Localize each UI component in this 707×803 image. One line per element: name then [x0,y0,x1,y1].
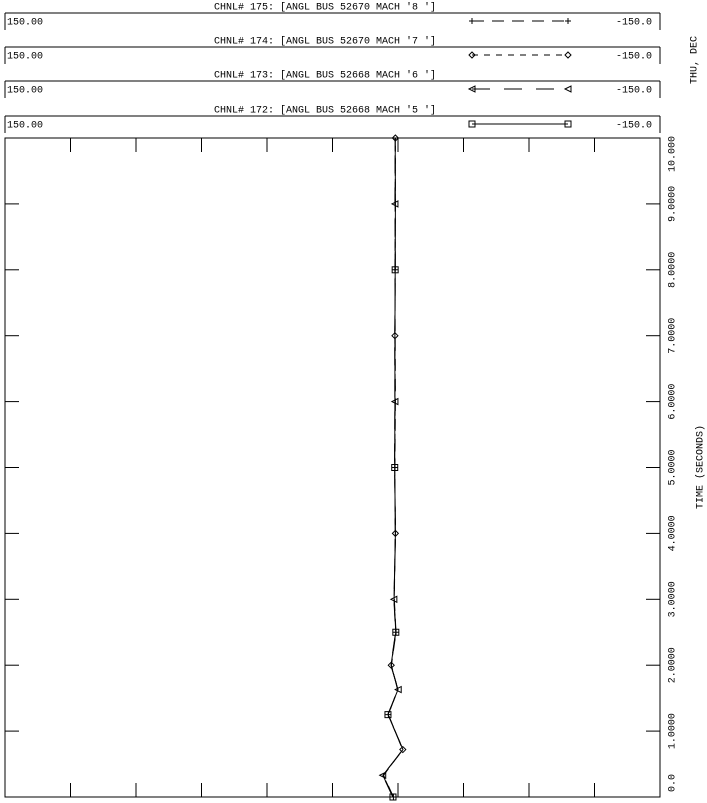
x-tick-label: 9.0000 [668,186,679,222]
legend-marker [468,51,476,59]
series-marker [399,745,407,754]
y-tick-label: -150.0 [616,52,652,63]
y-tick-label: 150.00 [7,18,43,29]
y-tick-label: -150.0 [616,121,652,132]
y-tick-label: 150.00 [7,121,43,132]
legend-marker [469,18,475,24]
series-marker [391,464,399,471]
x-axis-label: TIME (SECONDS) [695,425,707,509]
channel-name: CHNL# 175: [ANGL BUS 52670 MACH '8 '] [214,2,436,14]
series-line [382,137,404,798]
legend-marker [468,120,476,128]
series-marker [392,628,400,636]
y-tick-label: -150.0 [616,86,652,97]
legend-marker [565,18,571,24]
x-tick-label: 2.0000 [668,647,679,683]
series-marker [391,266,399,274]
y-tick-label: 150.00 [7,86,43,97]
x-tick-label: 6.0000 [668,384,679,420]
x-tick-label: 7.0000 [668,318,679,354]
channel-name: CHNL# 172: [ANGL BUS 52668 MACH '5 '] [214,105,436,117]
x-tick-label: 3.0000 [668,581,679,617]
legend-marker [564,51,572,59]
series-marker [384,711,392,719]
x-tick-label: 8.0000 [668,252,679,288]
series-marker [390,794,397,800]
series-marker [394,685,402,694]
x-tick-label: 10.000 [668,136,679,172]
x-tick-label: 0.0 [668,774,679,792]
y-tick-label: 150.00 [7,52,43,63]
series-marker [389,793,397,801]
x-tick-label: 1.0000 [668,713,679,749]
x-tick-label: 5.0000 [668,449,679,485]
plot-frame [4,137,661,798]
legend-marker [564,120,572,128]
legend-marker [563,85,572,93]
x-tick-label: 4.0000 [668,515,679,551]
series-marker [378,771,387,780]
channel-name: CHNL# 173: [ANGL BUS 52668 MACH '6 '] [214,70,436,82]
channel-name: CHNL# 174: [ANGL BUS 52670 MACH '7 '] [214,36,436,48]
legend-marker [467,85,476,93]
y-tick-label: -150.0 [616,18,652,29]
date-label: THU, DEC [690,36,701,84]
